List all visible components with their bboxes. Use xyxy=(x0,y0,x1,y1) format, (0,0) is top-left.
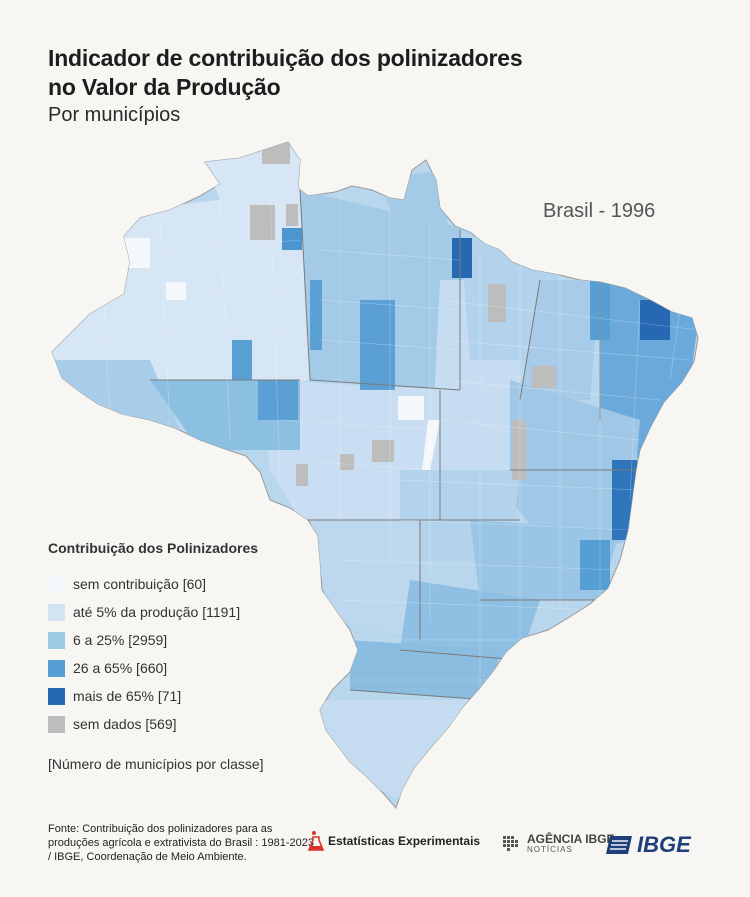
estatisticas-experimentais-logo: Estatísticas Experimentais xyxy=(308,830,480,852)
legend-swatch xyxy=(48,631,65,649)
nodata-9 xyxy=(340,454,354,470)
accent-8 xyxy=(612,460,637,540)
estatisticas-experimentais-text: Estatísticas Experimentais xyxy=(328,834,481,848)
legend-swatch xyxy=(48,687,65,705)
accent-10 xyxy=(580,540,610,590)
legend-item: mais de 65% [71] xyxy=(48,682,348,710)
agencia-ibge-logo: AGÊNCIA IBGE NOTÍCIAS xyxy=(502,832,615,854)
map-title: Indicador de contribuição dos polinizado… xyxy=(48,44,648,102)
flask-icon xyxy=(308,831,324,851)
accent-2 xyxy=(360,300,395,390)
title-line-2: no Valor da Produção xyxy=(48,74,281,100)
legend-swatch xyxy=(48,715,65,733)
legend-label: mais de 65% [71] xyxy=(73,688,182,704)
title-line-1: Indicador de contribuição dos polinizado… xyxy=(48,45,523,71)
nodata-8 xyxy=(512,420,526,480)
legend-label: sem dados [569] xyxy=(73,716,177,732)
accent-4 xyxy=(310,280,322,350)
legend: Contribuição dos Polinizadores sem contr… xyxy=(48,540,348,738)
legend-label: sem contribuição [60] xyxy=(73,576,207,592)
legend-label: até 5% da produção [1191] xyxy=(73,604,241,620)
source-note: Fonte: Contribuição dos polinizadores pa… xyxy=(48,823,314,863)
nodata-3 xyxy=(286,204,298,226)
legend-swatch xyxy=(48,659,65,677)
nodata-1 xyxy=(250,205,275,240)
nodata-7 xyxy=(532,366,556,388)
agencia-grid-icon xyxy=(503,836,518,851)
nocontrib-2 xyxy=(166,282,186,300)
legend-swatch xyxy=(48,603,65,621)
municipal-texture xyxy=(59,189,698,761)
legend-note: [Número de municípios por classe] xyxy=(48,756,264,772)
accent-3 xyxy=(232,340,252,380)
ibge-mark-icon xyxy=(606,836,632,854)
region-mato-grosso-sul xyxy=(310,520,420,640)
legend-item: até 5% da produção [1191] xyxy=(48,598,348,626)
legend-label: 26 a 65% [660] xyxy=(73,660,168,676)
legend-item: 26 a 65% [660] xyxy=(48,654,348,682)
map-subtitle: Por municípios xyxy=(48,104,181,126)
nocontrib-4 xyxy=(422,420,440,470)
nodata-4 xyxy=(296,464,308,486)
accent-1 xyxy=(258,380,298,420)
ibge-logo: IBGE xyxy=(606,832,691,858)
accent-5 xyxy=(282,228,302,250)
accent-6 xyxy=(452,238,472,278)
legend-item: sem contribuição [60] xyxy=(48,570,348,598)
accent-7 xyxy=(640,300,670,340)
legend-label: 6 a 25% [2959] xyxy=(73,632,168,648)
nodata-6 xyxy=(488,284,506,322)
agencia-line-2: NOTÍCIAS xyxy=(527,844,573,854)
year-label: Brasil - 1996 xyxy=(543,200,656,222)
legend-title: Contribuição dos Polinizadores xyxy=(48,540,259,556)
ibge-text: IBGE xyxy=(637,832,691,857)
nocontrib-3 xyxy=(398,396,424,420)
state-borders xyxy=(150,189,640,701)
legend-item: sem dados [569] xyxy=(48,710,348,738)
nodata-2 xyxy=(262,142,290,164)
legend-item: 6 a 25% [2959] xyxy=(48,626,348,654)
legend-swatch xyxy=(48,575,65,593)
region-nordeste-coast xyxy=(600,280,698,460)
agencia-line-1: AGÊNCIA IBGE xyxy=(527,831,615,846)
nodata-5 xyxy=(372,440,394,462)
